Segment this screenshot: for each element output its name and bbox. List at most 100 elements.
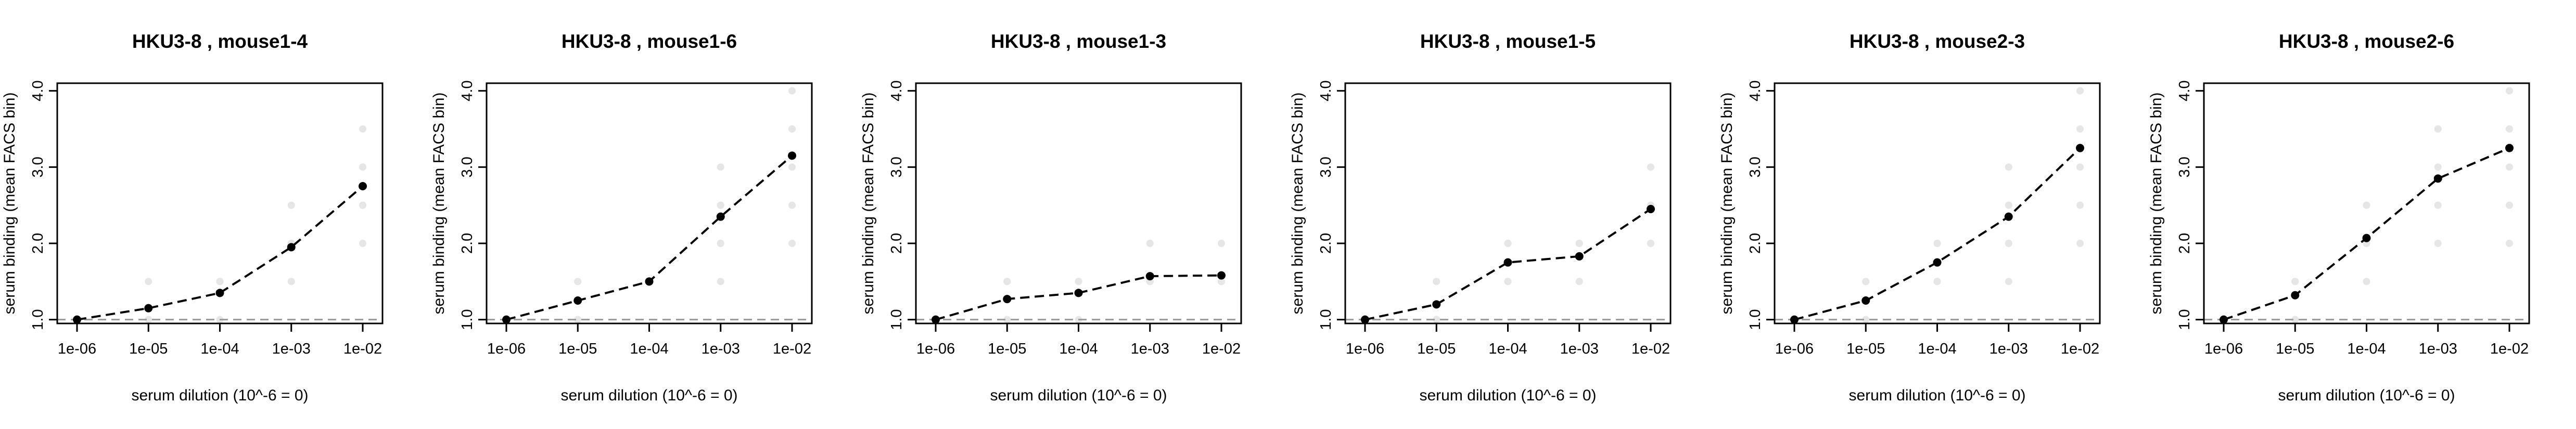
replicate-points xyxy=(503,87,796,323)
y-tick-label: 2.0 xyxy=(888,233,905,254)
replicate-point xyxy=(1647,240,1654,247)
y-tick-label: 4.0 xyxy=(1747,81,1764,101)
replicate-point xyxy=(216,278,224,285)
x-tick-label: 1e-05 xyxy=(129,341,168,357)
x-tick-label: 1e-04 xyxy=(630,341,668,357)
x-axis-label: serum dilution (10^-6 = 0) xyxy=(1419,387,1596,404)
replicate-point xyxy=(1862,316,1870,323)
replicate-point xyxy=(717,201,724,209)
y-tick-label: 4.0 xyxy=(888,81,905,101)
y-tick-label: 1.0 xyxy=(459,309,476,330)
x-tick-label: 1e-06 xyxy=(58,341,96,357)
y-tick-label: 2.0 xyxy=(30,233,46,254)
y-tick-label: 3.0 xyxy=(1747,157,1764,177)
replicate-point xyxy=(717,163,724,171)
replicate-point xyxy=(574,316,582,323)
data-point xyxy=(2220,315,2228,324)
y-tick-label: 4.0 xyxy=(1318,81,1334,101)
series-line xyxy=(1794,147,2081,321)
data-point xyxy=(1647,205,1655,213)
data-point xyxy=(2505,144,2514,152)
x-tick-label: 1e-04 xyxy=(200,341,239,357)
y-axis-label: serum binding (mean FACS bin) xyxy=(2148,93,2165,315)
y-tick-label: 3.0 xyxy=(459,157,476,177)
replicate-point xyxy=(1146,240,1154,247)
x-tick-label: 1e-06 xyxy=(2204,341,2243,357)
data-point xyxy=(932,315,940,324)
chart-panel: HKU3-8 , mouse2-3 1e-06 1e-05 1e-04 1e-03 1e-… xyxy=(1718,31,2101,404)
x-tick-label: 1e-04 xyxy=(1059,341,1098,357)
replicate-point xyxy=(1933,278,1941,285)
y-tick-label: 1.0 xyxy=(1747,309,1764,330)
replicate-point xyxy=(788,240,796,247)
replicate-point xyxy=(574,278,582,285)
x-axis-label: serum dilution (10^-6 = 0) xyxy=(1848,387,2025,404)
x-tick-label: 1e-05 xyxy=(988,341,1026,357)
y-tick-label: 1.0 xyxy=(2176,309,2193,330)
x-tick-label: 1e-05 xyxy=(1417,341,1456,357)
y-tick-label: 3.0 xyxy=(30,157,46,177)
chart-title: HKU3-8 , mouse1-6 xyxy=(562,31,737,52)
replicate-point xyxy=(2076,87,2084,95)
replicate-point xyxy=(2005,201,2012,209)
x-axis-label: serum dilution (10^-6 = 0) xyxy=(2278,387,2455,404)
data-point xyxy=(73,315,81,324)
chart-panel: HKU3-8 , mouse1-4 1e-06 1e-05 1e-04 1e-03 1e-… xyxy=(1,31,384,404)
y-tick-label: 3.0 xyxy=(888,157,905,177)
x-tick-label: 1e-03 xyxy=(702,341,740,357)
replicate-points xyxy=(1791,87,2084,323)
x-tick-label: 1e-03 xyxy=(1990,341,2028,357)
replicate-point xyxy=(145,316,152,323)
x-tick-label: 1e-06 xyxy=(1775,341,1814,357)
replicate-point xyxy=(2434,201,2442,209)
y-tick-label: 2.0 xyxy=(1318,233,1334,254)
data-point xyxy=(359,182,367,190)
data-point xyxy=(788,151,796,160)
x-axis-label: serum dilution (10^-6 = 0) xyxy=(990,387,1167,404)
data-point xyxy=(1145,272,1154,281)
replicate-point xyxy=(2434,125,2442,133)
x-tick-label: 1e-02 xyxy=(343,341,382,357)
replicate-point xyxy=(788,87,796,95)
data-point xyxy=(215,289,224,297)
replicate-point xyxy=(359,201,366,209)
replicate-point xyxy=(287,278,295,285)
data-point xyxy=(2291,291,2300,300)
series-line xyxy=(76,185,364,321)
x-tick-label: 1e-03 xyxy=(2419,341,2457,357)
y-axis-label: serum binding (mean FACS bin) xyxy=(1289,93,1306,315)
y-tick-label: 2.0 xyxy=(459,233,476,254)
x-tick-label: 1e-02 xyxy=(1202,341,1241,357)
data-point xyxy=(144,304,153,313)
replicate-point xyxy=(287,201,295,209)
data-point xyxy=(1217,271,1226,280)
y-tick-label: 1.0 xyxy=(1318,309,1334,330)
replicate-point xyxy=(2291,316,2299,323)
x-tick-label: 1e-03 xyxy=(1560,341,1599,357)
replicate-point xyxy=(1862,278,1870,285)
plot-frame xyxy=(56,82,384,324)
replicate-point xyxy=(1218,240,1225,247)
replicate-point xyxy=(2506,163,2513,171)
series-line xyxy=(2223,147,2510,321)
chart-title: HKU3-8 , mouse2-6 xyxy=(2279,31,2454,52)
replicate-point xyxy=(1504,278,1512,285)
replicate-point xyxy=(2506,201,2513,209)
replicate-point xyxy=(2506,240,2513,247)
replicate-point xyxy=(788,125,796,133)
x-tick-label: 1e-06 xyxy=(487,341,526,357)
plot-frame xyxy=(915,82,1242,324)
replicate-point xyxy=(2005,240,2012,247)
data-point xyxy=(645,277,654,286)
x-tick-label: 1e-03 xyxy=(1131,341,1169,357)
data-point xyxy=(1575,252,1584,261)
data-point xyxy=(1861,296,1870,305)
replicate-point xyxy=(2363,278,2370,285)
x-tick-label: 1e-04 xyxy=(1488,341,1527,357)
data-point xyxy=(2433,174,2442,183)
chart-panel: HKU3-8 , mouse1-5 1e-06 1e-05 1e-04 1e-03 1e-… xyxy=(1289,31,1672,404)
replicate-point xyxy=(145,278,152,285)
x-tick-label: 1e-02 xyxy=(2061,341,2099,357)
data-point xyxy=(1361,315,1369,324)
